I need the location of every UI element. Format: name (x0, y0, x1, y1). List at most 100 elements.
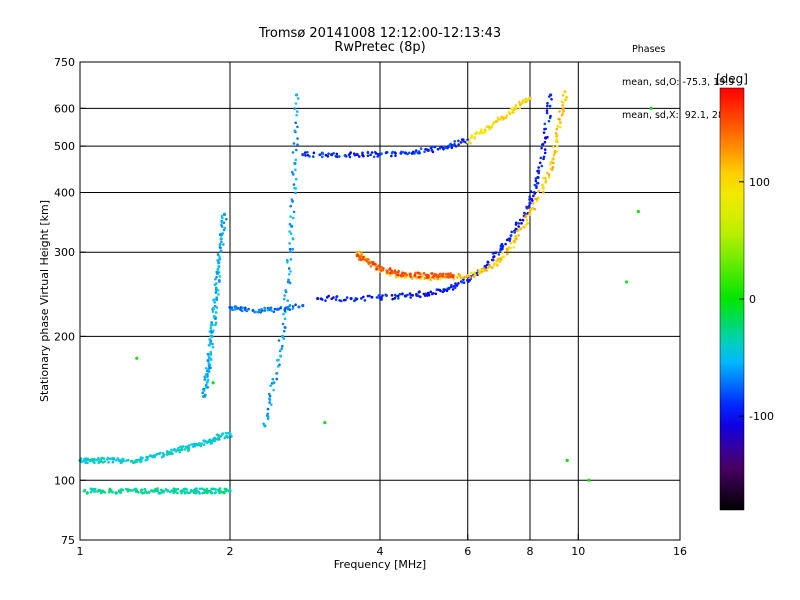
data-point (540, 164, 544, 168)
data-point (549, 114, 552, 118)
data-point (93, 461, 96, 465)
data-point (172, 491, 175, 495)
data-point (394, 294, 398, 298)
data-point (291, 237, 295, 240)
data-point (187, 446, 191, 450)
data-point (492, 121, 496, 125)
data-point (286, 280, 291, 284)
data-point (444, 146, 447, 150)
data-point (119, 491, 123, 494)
data-point (283, 309, 287, 312)
data-point (457, 139, 460, 143)
data-point (188, 491, 191, 495)
colorbar-tick-label: 100 (749, 176, 770, 189)
data-point (496, 116, 500, 120)
data-point (291, 307, 295, 310)
data-point (294, 177, 298, 181)
data-point (293, 186, 296, 190)
data-point (293, 129, 297, 132)
data-point (556, 124, 560, 128)
data-point (209, 329, 213, 333)
data-point (424, 147, 427, 151)
data-point (533, 197, 537, 201)
data-point (544, 179, 548, 183)
data-point (390, 294, 394, 297)
data-point (531, 207, 535, 210)
y-tick-label: 750 (54, 56, 75, 69)
data-point (558, 110, 561, 113)
data-point (438, 288, 442, 292)
data-point (375, 296, 379, 299)
data-point (286, 261, 289, 264)
data-point (537, 189, 541, 193)
data-point (272, 310, 276, 314)
data-point (115, 459, 118, 462)
data-point (228, 489, 232, 493)
data-point (561, 104, 565, 107)
data-point (538, 161, 542, 165)
data-point (218, 243, 222, 246)
data-point (289, 232, 293, 235)
data-point (131, 489, 134, 492)
data-point (189, 488, 193, 492)
data-point (451, 274, 455, 278)
data-point (430, 272, 434, 275)
data-point (565, 95, 568, 99)
data-point (558, 121, 562, 125)
data-point (203, 378, 207, 381)
data-point (470, 134, 474, 137)
data-point (451, 288, 455, 291)
data-point (500, 242, 504, 246)
data-point (212, 329, 215, 333)
data-point (556, 144, 559, 148)
data-point (280, 344, 284, 348)
data-point (426, 275, 430, 279)
data-point (216, 259, 220, 262)
data-point (362, 295, 365, 299)
chart-subtitle: RwPretec (8p) (334, 40, 426, 55)
data-point (289, 250, 292, 253)
data-point (534, 179, 538, 183)
data-point (445, 289, 449, 293)
data-point (433, 277, 436, 280)
data-point (219, 249, 223, 253)
data-point (214, 323, 217, 327)
data-point (284, 306, 287, 310)
data-point (509, 246, 512, 250)
data-point (368, 294, 371, 298)
data-point (301, 153, 305, 157)
data-point (497, 253, 501, 256)
data-point (542, 176, 545, 180)
data-point (204, 366, 208, 370)
data-point (520, 222, 523, 225)
data-point (176, 491, 179, 495)
data-point (324, 299, 327, 302)
data-point (207, 343, 211, 347)
data-point (207, 364, 211, 368)
data-point (176, 487, 180, 491)
y-tick-label: 600 (54, 102, 75, 115)
data-point (206, 359, 210, 362)
data-point (288, 308, 292, 311)
data-point (301, 303, 305, 308)
data-point (91, 487, 95, 491)
data-point (525, 205, 528, 209)
data-point (294, 93, 299, 97)
data-point (84, 461, 87, 465)
data-point (172, 448, 176, 452)
data-point (489, 125, 493, 129)
data-point (374, 262, 377, 266)
data-point (145, 458, 149, 461)
data-point (525, 218, 529, 222)
data-point (509, 241, 513, 245)
data-point (433, 145, 437, 149)
data-point (217, 438, 221, 441)
data-point (544, 176, 547, 180)
data-point (221, 432, 225, 435)
data-point (495, 120, 499, 123)
data-point (288, 304, 291, 308)
data-point (222, 212, 227, 216)
data-point (112, 457, 116, 461)
data-point (401, 150, 405, 154)
